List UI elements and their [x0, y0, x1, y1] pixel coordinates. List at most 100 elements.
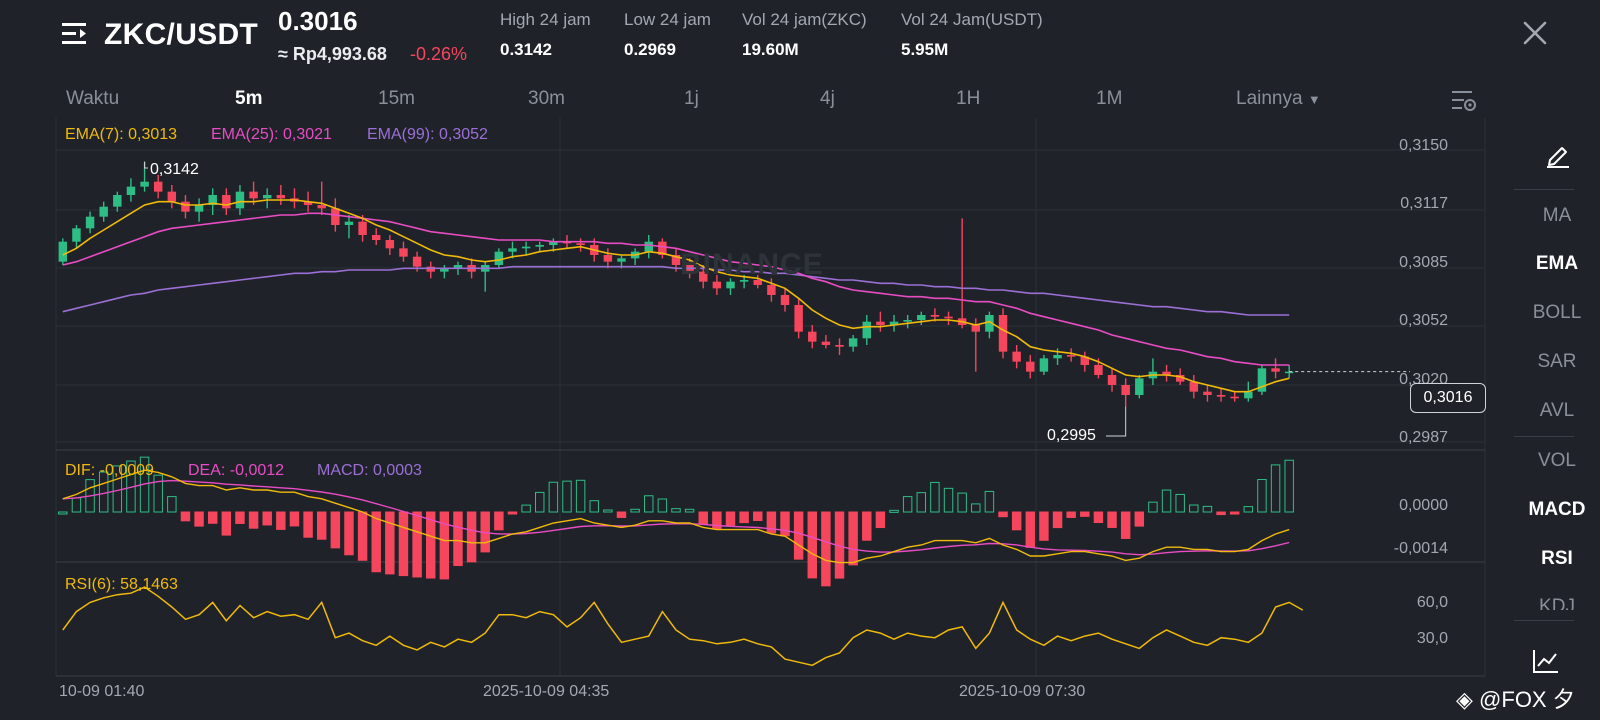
indicator-vol[interactable]: VOL: [1537, 450, 1577, 471]
low-leader-line: [1106, 406, 1127, 437]
price-axis-label: 0,2987: [1399, 429, 1448, 446]
candle-body: [1284, 371, 1294, 374]
candle-body: [331, 208, 340, 225]
candle-body: [739, 280, 749, 282]
macd-bar: [589, 500, 599, 513]
chart-type-icon[interactable]: [1532, 648, 1560, 674]
close-icon[interactable]: [1520, 18, 1550, 48]
candle-body: [153, 181, 163, 192]
chart-settings-icon[interactable]: [1450, 88, 1478, 114]
tab-15m[interactable]: 15m: [378, 88, 415, 109]
indicator-rsi[interactable]: RSI: [1541, 548, 1573, 569]
macd-bar: [712, 511, 722, 530]
candle-body: [985, 315, 994, 332]
tab-4j[interactable]: 4j: [820, 88, 835, 109]
tab-1h[interactable]: 1H: [956, 88, 981, 109]
candle-body: [1066, 355, 1076, 357]
brand-text: @FOX 夕: [1479, 687, 1575, 712]
indicator-panel: [1514, 118, 1600, 678]
ema7-legend: EMA(7): 0,3013: [65, 126, 178, 143]
macd-bar: [385, 511, 395, 575]
macd-bar: [766, 511, 777, 534]
tab-lainnya[interactable]: Lainnya ▼: [1236, 88, 1321, 110]
candle-body: [903, 320, 912, 322]
tab-5m[interactable]: 5m: [235, 88, 263, 109]
candle-body: [603, 255, 613, 262]
ema99-legend: EMA(99): 0,3052: [367, 126, 488, 143]
indicator-kdj[interactable]: KDJ: [1539, 596, 1575, 610]
macd-bar: [1257, 479, 1267, 513]
tab-lainnya-label: Lainnya: [1236, 88, 1303, 109]
stat-low-label: Low 24 jam: [624, 10, 711, 29]
ema-lines: [62, 199, 1290, 393]
candle-body: [1039, 358, 1049, 372]
macd-bar: [1080, 511, 1090, 517]
tab-1m[interactable]: 1M: [1096, 88, 1123, 109]
candle-body: [780, 295, 790, 305]
macd-bar: [1052, 511, 1063, 529]
header: ZKC/USDT 0.3016 ≈ Rp4,993.68 -0.26% High…: [0, 0, 1600, 80]
candle-body: [140, 181, 149, 187]
candle-body: [998, 315, 1008, 352]
indicator-sar[interactable]: SAR: [1537, 351, 1577, 372]
candle-body: [753, 280, 762, 285]
tab-30m[interactable]: 30m: [528, 88, 565, 109]
macd-bar: [289, 511, 300, 527]
indicator-boll[interactable]: BOLL: [1532, 302, 1582, 323]
menu-icon[interactable]: [62, 20, 90, 48]
candle-body: [944, 316, 953, 319]
current-price-tag: 0,3016: [1410, 383, 1486, 413]
macd-bar: [943, 487, 954, 513]
candle-body: [835, 345, 844, 347]
macd-bar: [535, 491, 545, 513]
stat-vol-quote: Vol 24 Jam(USDT) 5.95M: [901, 10, 1043, 60]
macd-bar: [357, 511, 368, 561]
ema25-legend: EMA(25): 0,3021: [211, 126, 332, 143]
pair-title[interactable]: ZKC/USDT: [104, 18, 259, 51]
macd-legend: MACD: 0,0003: [317, 462, 422, 479]
macd-bar: [466, 511, 477, 563]
rsi-line: [62, 586, 1304, 667]
macd-bar: [1229, 511, 1240, 515]
tab-waktu[interactable]: Waktu: [66, 88, 120, 109]
candle-body: [671, 255, 681, 265]
macd-bar: [1189, 504, 1199, 513]
macd-bar: [507, 511, 518, 515]
candle-body: [412, 256, 422, 267]
candle-body: [385, 240, 395, 249]
low-annotation: 0,2995: [1047, 427, 1096, 444]
candle-body: [72, 228, 81, 242]
indicator-avl[interactable]: AVL: [1539, 400, 1575, 421]
candle-body: [208, 195, 217, 205]
macd-bar: [902, 496, 913, 513]
macd-bar: [1093, 511, 1104, 524]
macd-bar: [616, 511, 627, 518]
macd-bar: [930, 481, 940, 513]
macd-bar: [1284, 459, 1294, 513]
indicator-ma[interactable]: MA: [1542, 205, 1572, 226]
macd-bar: [1134, 511, 1145, 527]
macd-bar: [1039, 511, 1049, 541]
ema7-line: [62, 199, 1290, 393]
indicator-ema[interactable]: EMA: [1535, 253, 1579, 274]
ema99-line: [62, 265, 1290, 316]
candle-body: [876, 321, 885, 325]
macd-bar: [439, 511, 450, 580]
candle-body: [358, 221, 367, 235]
macd-bar: [753, 511, 763, 521]
candle-body: [1162, 371, 1171, 375]
candle-body: [113, 195, 122, 207]
draw-pencil-icon[interactable]: [1544, 140, 1572, 168]
macd-bar: [521, 504, 531, 513]
candle-body: [821, 341, 831, 345]
candle-body: [1012, 351, 1021, 362]
last-price: 0.3016: [278, 6, 358, 36]
macd-bar: [153, 474, 163, 513]
candle-body: [1026, 361, 1035, 372]
macd-bar: [671, 508, 681, 513]
tab-1j[interactable]: 1j: [684, 88, 699, 109]
macd-bar: [575, 479, 586, 513]
candle-body: [99, 206, 108, 217]
indicator-macd[interactable]: MACD: [1528, 499, 1586, 520]
